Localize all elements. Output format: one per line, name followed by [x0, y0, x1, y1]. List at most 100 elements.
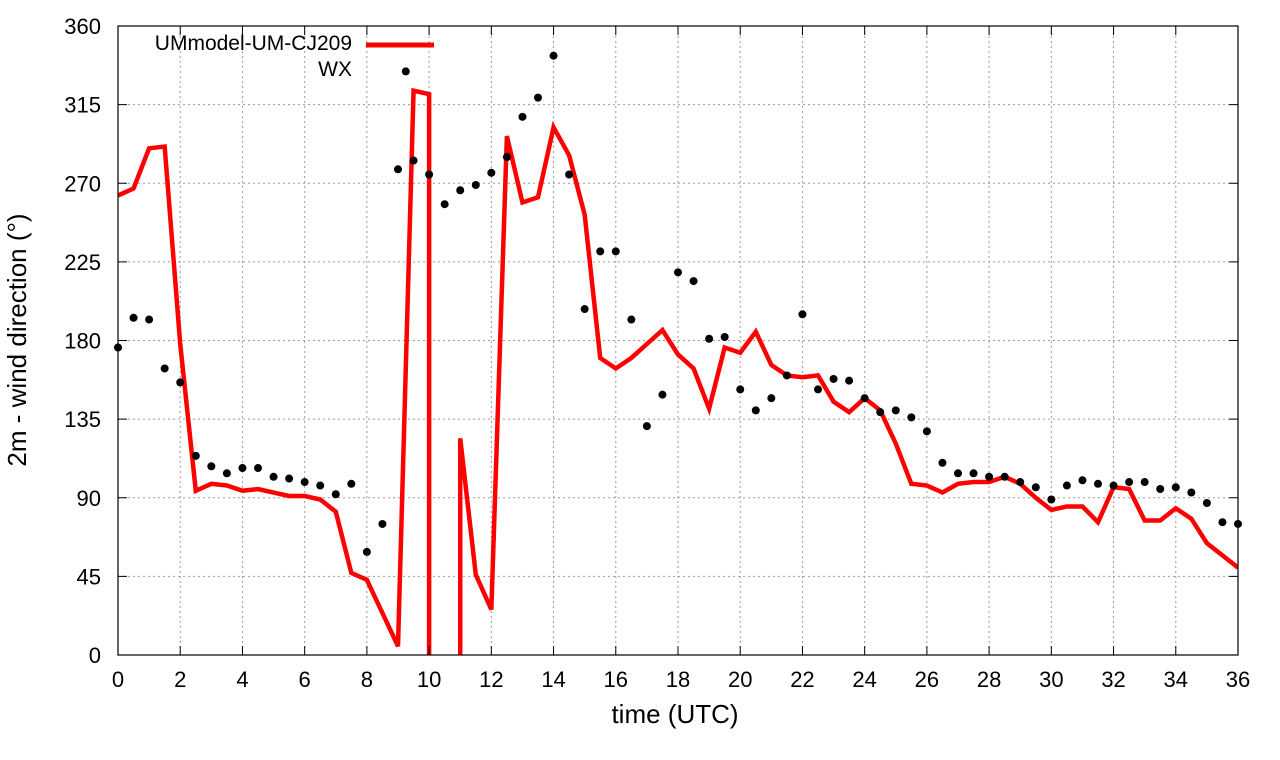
- legend: UMmodel-UM-CJ209 WX: [155, 32, 434, 81]
- wx-observation-point: [1000, 472, 1009, 481]
- wx-observation-point: [394, 165, 402, 174]
- wx-observation-point: [502, 153, 511, 162]
- wx-observation-point: [565, 170, 574, 179]
- x-tick-label: 14: [541, 667, 565, 692]
- x-tick-label: 4: [236, 667, 248, 692]
- wx-observation-point: [627, 315, 636, 324]
- wx-observation-point: [1016, 478, 1025, 487]
- wx-observation-point: [580, 305, 589, 314]
- x-tick-label: 34: [1164, 667, 1188, 692]
- y-tick-label: 315: [64, 93, 101, 118]
- wx-observation-point: [176, 378, 185, 387]
- wx-observation-point: [611, 247, 620, 256]
- wx-observation-point: [891, 406, 900, 415]
- wx-observation-point: [720, 333, 729, 342]
- x-tick-label: 22: [790, 667, 814, 692]
- wx-observation-point: [145, 315, 154, 324]
- y-tick-label: 225: [64, 250, 101, 275]
- x-tick-label: 10: [417, 667, 441, 692]
- tick-marks: [117, 25, 1239, 656]
- wx-observation-point: [160, 364, 169, 373]
- wx-observation-point: [471, 180, 480, 189]
- x-tick-label: 2: [174, 667, 186, 692]
- x-tick-label: 30: [1039, 667, 1063, 692]
- wx-observation-point: [798, 310, 807, 319]
- wx-observation-point: [954, 469, 962, 478]
- legend-label-wx: WX: [318, 58, 352, 81]
- wx-observation-point: [658, 390, 667, 399]
- wx-observation-point: [518, 112, 527, 121]
- series-layer: [114, 51, 1242, 655]
- wx-observation-point: [829, 374, 838, 383]
- y-tick-label: 0: [89, 643, 101, 668]
- wx-observation-point: [1062, 481, 1071, 490]
- wx-observation-point: [985, 472, 994, 481]
- wx-observation-point: [269, 472, 278, 481]
- series-line-model: [118, 87, 1238, 655]
- wx-observation-point: [129, 313, 138, 322]
- wx-observation-point: [642, 422, 651, 431]
- wx-observation-point: [425, 170, 434, 179]
- x-tick-label: 36: [1226, 667, 1250, 692]
- y-tick-label: 180: [64, 329, 101, 354]
- y-tick-label: 360: [64, 14, 101, 39]
- wx-observation-point: [969, 469, 978, 478]
- wx-observation-point: [876, 408, 885, 417]
- wx-observation-point: [409, 156, 418, 165]
- wx-observation-point: [347, 479, 356, 488]
- wx-observation-point: [1094, 479, 1102, 488]
- wx-observation-point: [300, 478, 309, 487]
- wx-observation-point: [689, 277, 698, 286]
- wx-observation-point: [782, 371, 791, 380]
- wx-observation-point: [922, 427, 931, 436]
- wx-observation-point: [860, 394, 869, 403]
- wx-observation-point: [907, 413, 916, 422]
- wx-observation-point: [285, 474, 294, 483]
- wx-observation-point: [487, 168, 496, 177]
- wx-observation-point: [378, 519, 387, 528]
- wx-observation-point: [440, 200, 449, 209]
- wx-observation-point: [814, 385, 822, 394]
- x-axis-label: time (UTC): [611, 699, 738, 729]
- y-tick-label: 45: [77, 564, 101, 589]
- wx-observation-point: [1187, 488, 1196, 497]
- wx-observation-point: [362, 547, 371, 556]
- wx-observation-point: [191, 451, 200, 460]
- y-axis-label: 2m - wind direction (°): [2, 213, 32, 466]
- wx-observation-point: [596, 247, 605, 256]
- y-tick-label: 135: [64, 407, 101, 432]
- wx-observation-point: [767, 394, 776, 403]
- y-tick-label: 90: [77, 486, 101, 511]
- wx-observation-point: [549, 51, 558, 60]
- wx-observation-point: [1140, 478, 1149, 487]
- wx-observation-point: [751, 406, 760, 415]
- wx-observation-point: [1109, 481, 1118, 490]
- wx-observation-point: [845, 376, 854, 385]
- wx-observation-point: [1047, 495, 1056, 504]
- wx-observation-point: [222, 469, 231, 478]
- wx-observation-point: [1156, 485, 1165, 494]
- wx-observation-point: [456, 186, 465, 195]
- wx-observation-point: [1171, 483, 1180, 492]
- x-tick-label: 12: [479, 667, 503, 692]
- wx-observation-point: [736, 385, 745, 394]
- wx-observation-point: [938, 458, 947, 467]
- x-tick-label: 20: [728, 667, 752, 692]
- x-tick-label: 26: [915, 667, 939, 692]
- y-tick-label: 270: [64, 171, 101, 196]
- x-tick-label: 6: [299, 667, 311, 692]
- x-tick-label: 18: [666, 667, 690, 692]
- wx-observation-point: [331, 490, 340, 499]
- wx-observation-point: [1202, 498, 1211, 507]
- wx-observation-point: [1078, 476, 1087, 485]
- x-tick-label: 16: [604, 667, 628, 692]
- x-tick-label: 8: [361, 667, 373, 692]
- legend-label-model: UMmodel-UM-CJ209: [155, 32, 352, 55]
- tick-labels: 0 2 4 6 8 10 12 14 16 18 20 22 24 26 28 30 32 34 360459013…: [64, 14, 1250, 692]
- wx-observation-point: [207, 462, 216, 471]
- wx-observation-point: [534, 93, 542, 102]
- x-tick-label: 0: [112, 667, 124, 692]
- wx-observation-point: [1031, 483, 1040, 492]
